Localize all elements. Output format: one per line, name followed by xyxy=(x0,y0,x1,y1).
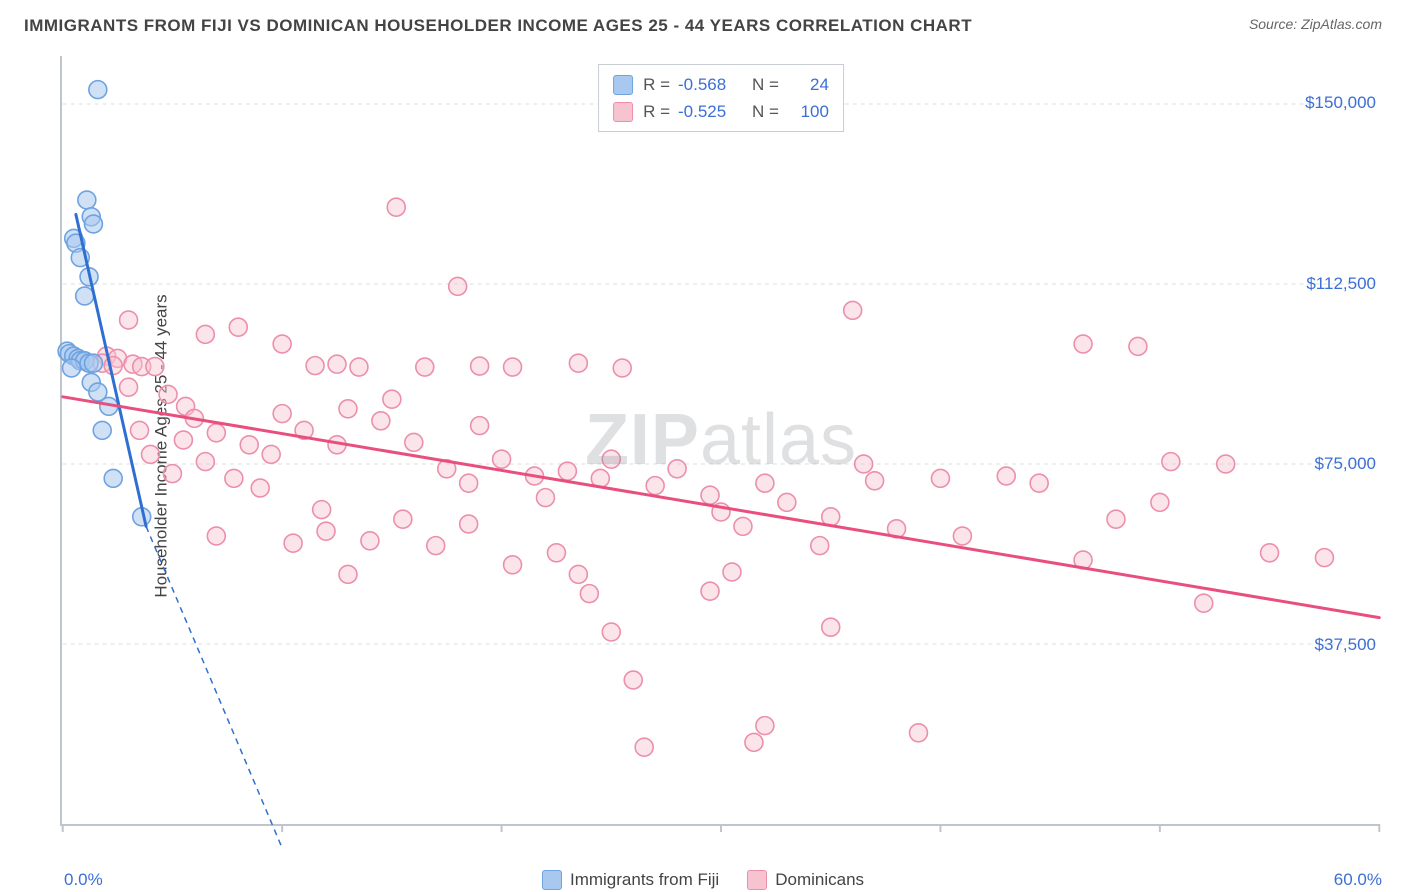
legend-r-value-fiji: -0.568 xyxy=(678,71,744,98)
legend-swatch-dominicans xyxy=(613,102,633,122)
legend-n-label: N = xyxy=(752,98,779,125)
y-tick-label: $150,000 xyxy=(1305,93,1376,113)
y-tick-label: $37,500 xyxy=(1315,635,1376,655)
bottom-legend-swatch-dominicans xyxy=(747,870,767,890)
plot-area: ZIPatlas R = -0.568 N = 24 R = -0.525 N … xyxy=(60,56,1380,826)
legend-swatch-fiji xyxy=(613,75,633,95)
chart-container: IMMIGRANTS FROM FIJI VS DOMINICAN HOUSEH… xyxy=(0,0,1406,892)
legend-n-value-dominicans: 100 xyxy=(787,98,829,125)
legend-r-label: R = xyxy=(643,71,670,98)
source-label: Source: ZipAtlas.com xyxy=(1249,16,1382,32)
chart-title: IMMIGRANTS FROM FIJI VS DOMINICAN HOUSEH… xyxy=(24,16,972,36)
x-axis-max-label: 60.0% xyxy=(1334,870,1382,890)
y-tick-label: $75,000 xyxy=(1315,454,1376,474)
y-tick-label: $112,500 xyxy=(1306,274,1376,294)
bottom-legend-label-dominicans: Dominicans xyxy=(775,870,864,890)
legend-r-label: R = xyxy=(643,98,670,125)
x-axis-min-label: 0.0% xyxy=(64,870,103,890)
legend-row-fiji: R = -0.568 N = 24 xyxy=(613,71,829,98)
bottom-legend-item-dominicans: Dominicans xyxy=(747,870,864,890)
bottom-legend: Immigrants from Fiji Dominicans xyxy=(542,870,864,890)
legend-n-label: N = xyxy=(752,71,779,98)
legend-row-dominicans: R = -0.525 N = 100 xyxy=(613,98,829,125)
legend-n-value-fiji: 24 xyxy=(787,71,829,98)
correlation-legend: R = -0.568 N = 24 R = -0.525 N = 100 xyxy=(598,64,844,132)
scatter-svg xyxy=(62,56,1380,824)
legend-r-value-dominicans: -0.525 xyxy=(678,98,744,125)
bottom-legend-item-fiji: Immigrants from Fiji xyxy=(542,870,719,890)
bottom-legend-swatch-fiji xyxy=(542,870,562,890)
bottom-legend-label-fiji: Immigrants from Fiji xyxy=(570,870,719,890)
